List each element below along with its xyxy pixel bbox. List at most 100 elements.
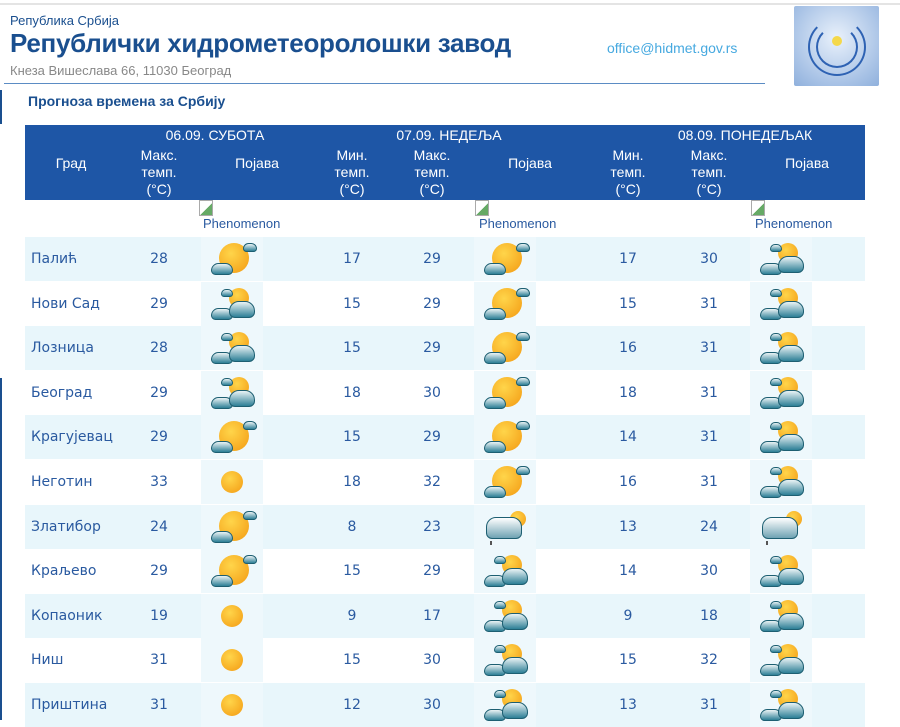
broken-image: Phenomenon	[475, 200, 556, 231]
partly-cloudy-icon	[474, 638, 536, 683]
d3-min-temp: 13	[619, 518, 637, 535]
mostly-sunny-icon	[474, 326, 536, 371]
d1-max-temp: 29	[150, 295, 168, 312]
d3-max-temp: 31	[700, 429, 718, 446]
d2-min-temp: 18	[343, 474, 361, 490]
table-row: Неготин 33 18 32 16 31	[25, 460, 865, 504]
cloudy-light-rain-icon	[750, 504, 812, 549]
d3-max-temp: 31	[700, 384, 718, 401]
d2-min-temp: 9	[347, 607, 357, 624]
d2-max-temp: 30	[423, 652, 441, 669]
partly-cloudy-icon	[750, 549, 812, 594]
d2-max-temp: 23	[423, 518, 441, 535]
mostly-sunny-icon	[474, 237, 536, 281]
d2-min-temp: 8	[347, 518, 357, 535]
d3-max-temp: 31	[700, 474, 718, 490]
city-name: Неготин	[31, 474, 93, 490]
partly-cloudy-icon	[750, 460, 812, 504]
country-label: Република Србија	[10, 13, 119, 28]
d2-min-temp: 17	[343, 251, 361, 267]
mostly-sunny-icon	[201, 415, 263, 460]
d2-max-temp: 30	[423, 697, 441, 713]
mostly-sunny-icon	[474, 415, 536, 460]
address: Кнеза Вишеслава 66, 11030 Београд	[10, 63, 232, 78]
d1-max-temp: 28	[150, 340, 168, 357]
city-name: Златибор	[31, 518, 101, 535]
d2-max-temp: 29	[423, 340, 441, 357]
city-name: Лозница	[31, 340, 94, 357]
d3-min-temp: 14	[619, 563, 637, 580]
d1-max-temp: 33	[150, 474, 168, 490]
mostly-sunny-icon	[201, 237, 263, 281]
col-d3-min: Мин. темп. (°C)	[610, 147, 646, 197]
partly-cloudy-icon	[750, 326, 812, 371]
table-row: Ниш 31 15 30 15 32	[25, 638, 865, 683]
sunny-icon	[201, 638, 263, 683]
partly-cloudy-icon	[750, 593, 812, 638]
col-d1-icon: Појава	[235, 155, 279, 171]
table-row: Лозница 28 15 29 16 31	[25, 326, 865, 371]
day-3-label: 08.09. ПОНЕДЕЉАК	[677, 127, 813, 143]
partly-cloudy-icon	[750, 370, 812, 415]
partly-cloudy-icon	[750, 237, 812, 281]
d3-max-temp: 30	[700, 563, 718, 580]
site-title[interactable]: Републички хидрометеоролошки завод	[10, 28, 511, 58]
d2-max-temp: 17	[423, 607, 441, 624]
sunny-icon	[201, 460, 263, 504]
partly-cloudy-icon	[750, 683, 812, 727]
d2-max-temp: 29	[423, 295, 441, 312]
col-d2-icon: Појава	[508, 155, 552, 171]
city-name: Палић	[31, 251, 78, 267]
col-city: Град	[55, 155, 87, 171]
d3-min-temp: 18	[619, 384, 637, 401]
d3-min-temp: 15	[619, 652, 637, 669]
city-name: Ниш	[31, 652, 64, 669]
d3-min-temp: 17	[619, 251, 637, 267]
top-border	[0, 3, 900, 5]
table-row: Палић 28 17 29 17 30	[25, 237, 865, 281]
rhmz-logo[interactable]	[794, 6, 879, 86]
d1-max-temp: 31	[150, 697, 168, 713]
table-row: Копаоник 19 9 17 9 18	[25, 593, 865, 638]
section-marker	[0, 378, 2, 720]
table-row: Нови Сад 29 15 29 15 31	[25, 281, 865, 326]
d1-max-temp: 29	[150, 384, 168, 401]
col-d1-max: Макс. темп. (°C)	[140, 147, 178, 197]
partly-cloudy-icon	[750, 281, 812, 326]
city-name: Краљево	[31, 563, 97, 580]
day-1-label: 06.09. СУБОТА	[165, 127, 265, 143]
d3-min-temp: 9	[623, 607, 633, 624]
table-row: Крагујевац 29 15 29 14 31	[25, 415, 865, 460]
table-row: Златибор 24 8 23 13 24	[25, 504, 865, 549]
d3-max-temp: 31	[700, 697, 718, 713]
table-row: Београд 29 18 30 18 31	[25, 370, 865, 415]
sunny-icon	[201, 593, 263, 638]
d3-min-temp: 15	[619, 295, 637, 312]
d1-max-temp: 19	[150, 607, 168, 624]
d2-max-temp: 29	[423, 251, 441, 267]
broken-image: Phenomenon	[199, 200, 280, 231]
d2-min-temp: 15	[343, 295, 361, 312]
d1-max-temp: 31	[150, 652, 168, 669]
d3-max-temp: 31	[700, 295, 718, 312]
d3-min-temp: 14	[619, 429, 637, 446]
d1-max-temp: 28	[150, 251, 168, 267]
col-d3-icon: Појава	[785, 155, 829, 171]
d2-min-temp: 18	[343, 384, 361, 401]
table-row: Приштина 31 12 30 13 31	[25, 683, 865, 727]
partly-cloudy-icon	[474, 683, 536, 727]
d3-max-temp: 31	[700, 340, 718, 357]
city-name: Нови Сад	[31, 295, 100, 312]
col-d2-max: Макс. темп. (°C)	[413, 147, 451, 197]
email-link[interactable]: office@hidmet.gov.rs	[607, 40, 738, 56]
d1-max-temp: 24	[150, 518, 168, 535]
d2-min-temp: 15	[343, 652, 361, 669]
d2-max-temp: 30	[423, 384, 441, 401]
partly-cloudy-icon	[750, 638, 812, 683]
d3-max-temp: 18	[700, 607, 718, 624]
d3-max-temp: 24	[700, 518, 718, 535]
d1-max-temp: 29	[150, 429, 168, 446]
partly-cloudy-icon	[750, 415, 812, 460]
mostly-sunny-icon	[474, 281, 536, 326]
d3-min-temp: 13	[619, 697, 637, 713]
